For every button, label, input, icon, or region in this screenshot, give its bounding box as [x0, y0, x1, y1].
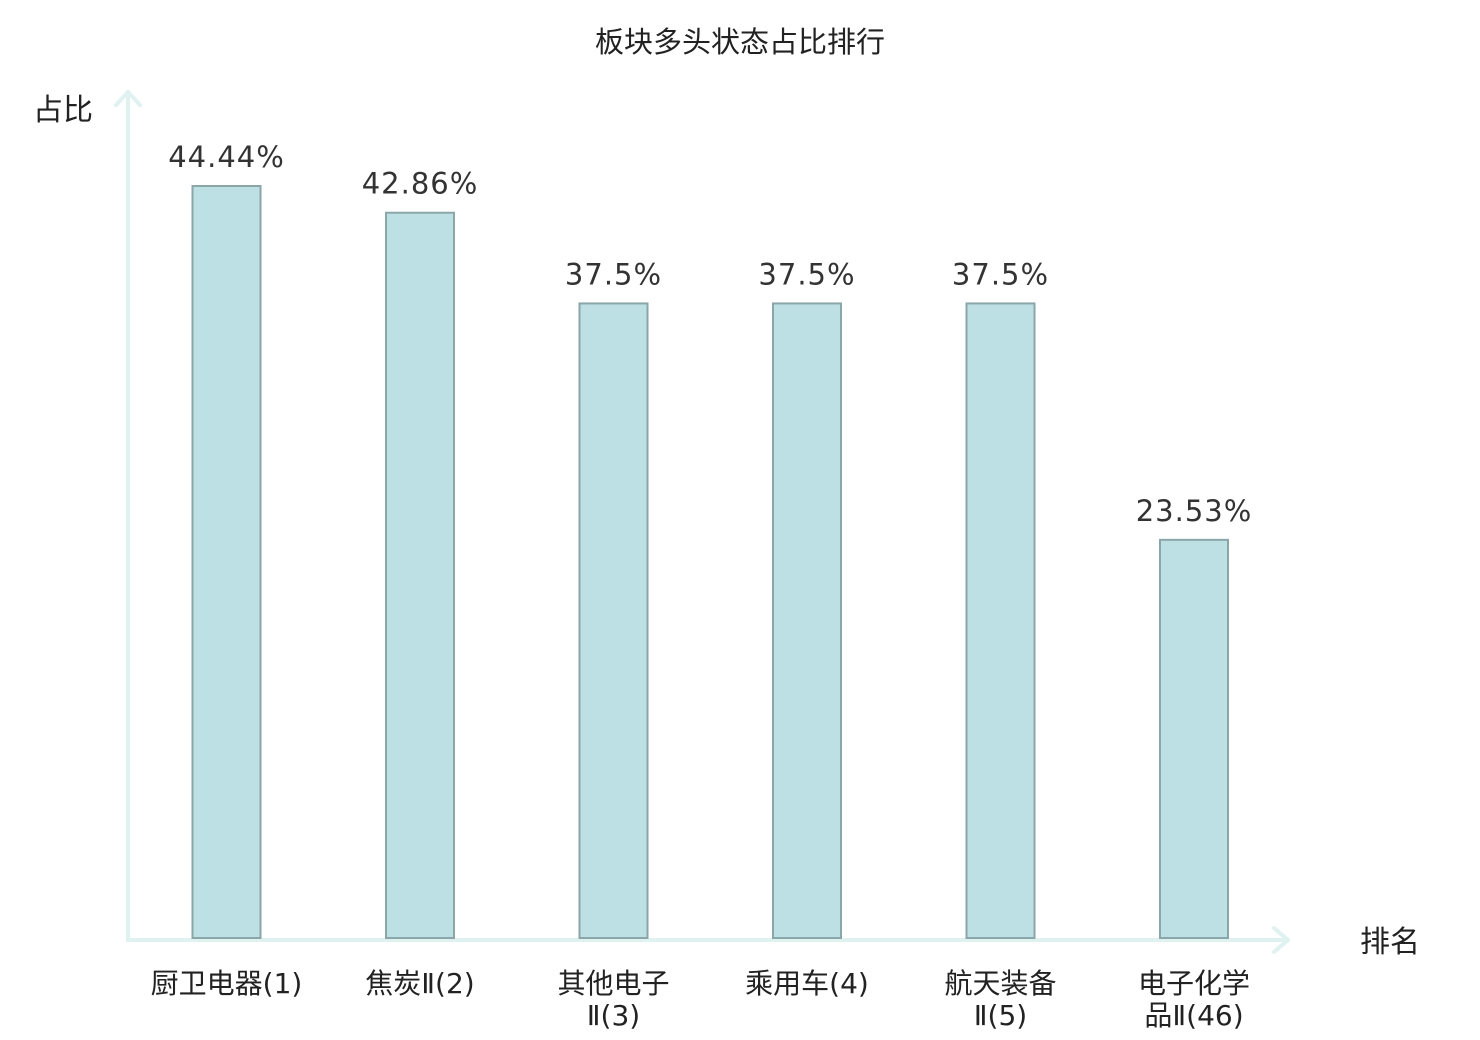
x-axis-arrowhead: [1272, 926, 1290, 954]
bar: [191, 185, 262, 939]
x-tick-label: 其他电子: [557, 967, 669, 1000]
x-tick-label: 焦炭Ⅱ(2): [365, 967, 474, 1000]
x-tick-label: 品Ⅱ(46): [1144, 999, 1243, 1032]
x-tick-label: Ⅱ(5): [974, 999, 1027, 1032]
x-tick-label: 航天装备: [944, 967, 1056, 1000]
chart-title: 板块多头状态占比排行: [595, 25, 885, 59]
x-tick-label: 乘用车(4): [745, 967, 869, 1000]
x-axis-label: 排名: [1360, 925, 1420, 960]
data-label: 37.5%: [758, 257, 855, 291]
bar: [965, 302, 1036, 940]
bar: [772, 302, 842, 940]
data-label: 42.86%: [362, 167, 479, 201]
bar: [385, 211, 455, 939]
bar: [1159, 538, 1229, 939]
data-label: 44.44%: [168, 140, 285, 174]
data-label: 37.5%: [565, 257, 662, 291]
bar: [578, 302, 649, 940]
x-tick-label: 电子化学: [1138, 967, 1250, 1000]
data-label: 37.5%: [952, 257, 1049, 291]
data-label: 23.53%: [1136, 494, 1253, 528]
x-tick-label: 厨卫电器(1): [151, 967, 303, 1000]
y-axis-label: 占比: [33, 93, 93, 128]
x-tick-label: Ⅱ(3): [587, 999, 640, 1032]
